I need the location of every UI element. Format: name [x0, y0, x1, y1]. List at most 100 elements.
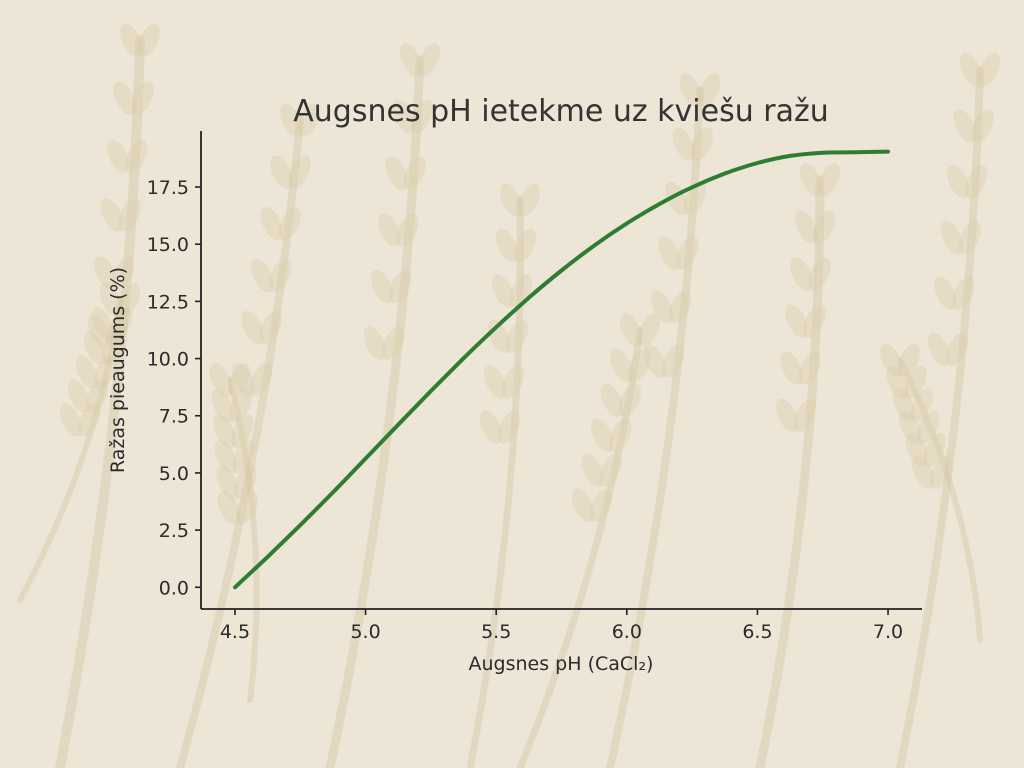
wheat-grain — [953, 109, 976, 143]
wheat-grain — [917, 410, 940, 444]
wheat-grain — [235, 491, 259, 525]
y-tick-label: 12.5 — [147, 291, 189, 313]
wheat-stalk — [466, 196, 524, 768]
wheat-grain — [795, 210, 818, 244]
wheat-grain — [385, 156, 408, 191]
wheat-grain — [229, 388, 252, 423]
wheat-grain — [643, 344, 667, 378]
wheat-grain — [619, 313, 643, 347]
wheat-grain — [803, 304, 826, 338]
wheat-grain — [399, 43, 423, 77]
y-tick-label: 2.5 — [159, 520, 189, 542]
wheat-grain — [977, 53, 1001, 87]
wheat-grain — [93, 355, 117, 389]
wheat-grain — [790, 257, 813, 291]
wheat-grain — [297, 103, 321, 137]
wheat-stalk — [755, 175, 825, 768]
wheat-grain — [505, 319, 529, 354]
wheat-grain — [793, 398, 817, 432]
wheat-grain — [886, 365, 909, 400]
wheat-grain — [217, 491, 241, 525]
x-tick-label: 4.5 — [220, 621, 250, 643]
wheat-grain — [780, 351, 803, 385]
wheat-grain — [216, 465, 239, 500]
wheat-grain — [278, 206, 301, 241]
wheat-grain — [117, 283, 141, 317]
wheat-grain — [381, 326, 405, 360]
wheat-grain — [131, 81, 154, 115]
wheat-grain — [119, 23, 143, 57]
wheat-grain — [600, 383, 623, 417]
wheat-grain — [517, 183, 541, 217]
y-tick-label: 5.0 — [159, 463, 189, 485]
wheat-stalk — [17, 297, 123, 603]
wheat-grain — [389, 269, 412, 304]
wheat-grain — [618, 383, 641, 417]
wheat-grain — [775, 398, 799, 432]
wheat-grain — [497, 410, 521, 444]
x-axis-ticks: 4.5 5.0 5.5 6.0 6.5 7.0 — [220, 609, 903, 643]
wheat-grain — [85, 379, 109, 413]
wheat-grain — [410, 99, 433, 134]
wheat-grain — [417, 43, 441, 77]
wheat-grain — [67, 379, 91, 413]
wheat-grain — [679, 73, 703, 107]
wheat-grain — [231, 414, 254, 448]
wheat-grain — [899, 410, 922, 444]
wheat-grain — [251, 258, 274, 293]
wheat-grain — [112, 256, 135, 290]
wheat-grain — [927, 332, 951, 366]
wheat-grain — [396, 213, 419, 247]
wheat-grain — [637, 313, 661, 347]
wheat-grain — [99, 283, 123, 317]
wheat-grain — [260, 206, 283, 241]
wheat-stalk — [176, 116, 304, 768]
wheat-stalk — [516, 326, 644, 768]
x-tick-label: 5.0 — [350, 621, 380, 643]
wheat-grain — [288, 155, 311, 189]
wheat-grain — [591, 418, 614, 452]
wheat-grain — [879, 343, 903, 377]
wheat-grain — [479, 410, 503, 444]
wheat-grain — [269, 258, 292, 293]
y-tick-label: 10.0 — [147, 349, 189, 371]
wheat-grain — [697, 73, 721, 107]
wheat-grain — [279, 103, 303, 137]
wheat-grain — [690, 127, 713, 161]
wheat-grain — [610, 348, 633, 382]
wheat-grain — [101, 331, 125, 365]
wheat-grain — [259, 310, 282, 345]
wheat-stalk — [55, 35, 145, 768]
wheat-grain — [249, 362, 273, 396]
wheat-grain — [669, 290, 692, 324]
y-axis-ticks: 0.0 2.5 5.0 7.5 10.0 12.5 15.0 17.5 — [147, 177, 201, 599]
wheat-grain — [109, 307, 133, 341]
series-line — [233, 149, 890, 590]
wheat-grain — [403, 156, 426, 191]
chart-title: Augsnes pH ietekme uz kviešu ražu — [293, 94, 828, 129]
wheat-grain — [77, 403, 101, 437]
wheat-grain — [501, 365, 525, 399]
wheat-grain — [945, 332, 969, 366]
wheat-grain — [94, 256, 117, 290]
wheat-grain — [676, 235, 699, 270]
wheat-grain — [137, 23, 161, 57]
wheat-grain — [392, 99, 415, 134]
wheat-grain — [495, 228, 519, 263]
wheat-grain — [808, 257, 831, 291]
wheat-grain — [209, 363, 233, 397]
wheat-grain — [270, 155, 293, 189]
wheat-grain — [911, 455, 935, 489]
wheat-grain — [378, 213, 401, 247]
wheat-grain — [923, 432, 946, 467]
wheat-grain — [910, 388, 933, 422]
wheat-grain — [892, 388, 915, 422]
wheat-grain — [87, 314, 111, 348]
wheat-grain — [571, 488, 595, 522]
wheat-grain — [227, 363, 251, 397]
x-tick-label: 7.0 — [873, 621, 903, 643]
wheat-grain — [125, 139, 148, 174]
wheat-grain — [672, 127, 695, 161]
wheat-grain — [113, 81, 136, 115]
